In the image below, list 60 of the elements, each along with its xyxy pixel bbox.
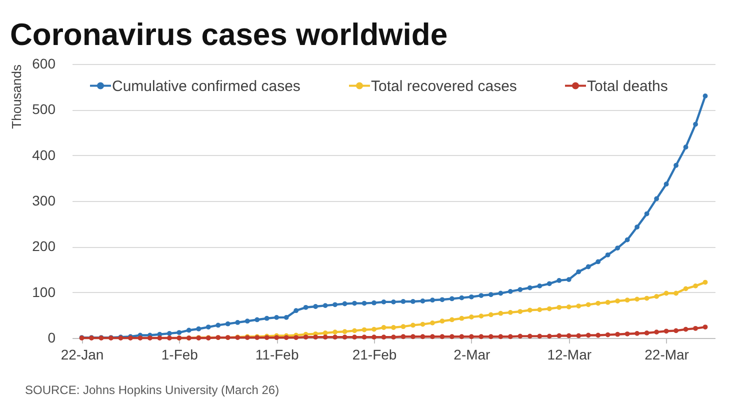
point: [391, 325, 396, 330]
point: [596, 300, 601, 306]
point: [693, 283, 698, 288]
point: [605, 300, 610, 305]
point: [400, 324, 406, 330]
point: [654, 294, 659, 299]
legend-label: Total recovered cases: [371, 78, 517, 95]
y-tick-label: 400: [32, 146, 56, 163]
x-tick-label: 22-Jan: [60, 346, 104, 362]
point: [459, 316, 464, 321]
point: [576, 304, 582, 308]
point: [322, 330, 328, 336]
point: [342, 329, 348, 334]
point: [674, 290, 678, 296]
x-tick-label: 1-Feb: [161, 346, 198, 362]
y-tick-label: 300: [32, 192, 56, 208]
point: [362, 327, 367, 332]
point: [546, 306, 552, 312]
y-tick-label: 600: [32, 56, 56, 72]
point: [664, 290, 669, 296]
point: [518, 309, 523, 314]
point: [420, 322, 426, 327]
point: [332, 330, 338, 335]
point: [498, 310, 504, 316]
legend-label: Total deaths: [587, 78, 668, 95]
x-tick-label: 2-Mar: [454, 346, 491, 362]
point: [478, 314, 484, 319]
point: [566, 304, 572, 310]
x-tick-label: 11-Feb: [255, 346, 299, 362]
x-tick-label: 12-Mar: [547, 346, 592, 362]
legend-label: Cumulative confirmed cases: [112, 78, 300, 95]
point: [537, 307, 542, 312]
point: [352, 328, 357, 334]
point: [634, 296, 640, 302]
point: [586, 302, 591, 308]
chart-title: Coronavirus cases worldwide: [10, 17, 448, 52]
y-axis-title: Thousands: [9, 64, 24, 129]
point: [440, 318, 445, 324]
point: [508, 310, 513, 315]
point: [624, 298, 630, 303]
point: [372, 326, 376, 332]
point: [430, 320, 435, 326]
source-note: SOURCE: Johns Hopkins University (March 26): [25, 383, 280, 397]
point: [527, 308, 532, 313]
point: [381, 325, 386, 330]
point: [450, 317, 454, 322]
y-tick-label: 100: [32, 284, 56, 300]
point: [644, 296, 650, 301]
y-tick-label: 200: [32, 238, 56, 254]
point: [615, 298, 620, 304]
point: [410, 322, 416, 328]
y-tick-label: 0: [48, 330, 56, 346]
y-tick-label: 500: [32, 101, 56, 118]
point: [468, 314, 474, 320]
x-tick-label: 21-Feb: [352, 346, 397, 362]
point: [683, 286, 688, 292]
point: [488, 312, 494, 318]
x-tick-label: 22-Mar: [644, 346, 690, 362]
point: [556, 304, 562, 310]
point: [702, 280, 708, 285]
